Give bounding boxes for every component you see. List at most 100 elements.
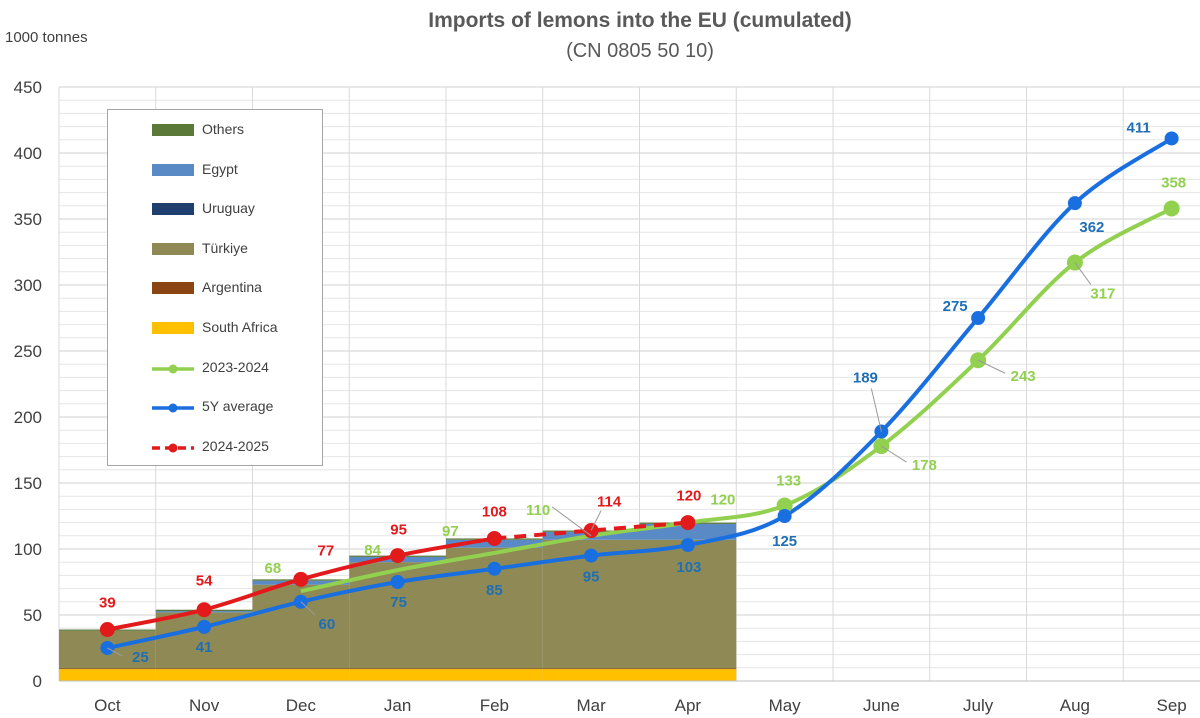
y-tick-label: 450 [14,78,42,97]
data-label-avg5y-oct: 25 [132,649,149,666]
point-2023-2024-may [776,497,793,514]
legend-item-y2023_2024: 2023-2024 [108,358,322,378]
legend-item-avg5y: 5Y average [108,397,322,417]
y-tick-label: 350 [14,210,42,229]
data-label-y2023_2024-apr: 120 [710,492,735,509]
y-tick-label: 300 [14,276,42,295]
y-tick-label: 250 [14,342,42,361]
data-label-avg5y-july: 275 [943,298,968,315]
legend-item-turkiye: Türkiye [108,239,322,259]
data-label-y2024_2025-dec: 77 [318,542,335,559]
legend-label-others: Others [202,121,245,137]
y-tick-label: 50 [23,606,42,625]
point-5y-average-feb [487,561,502,576]
y-axis-unit-label: 1000 tonnes [5,29,88,46]
data-label-avg5y-mar: 95 [583,569,600,586]
bar-segment-turkiye-apr [639,539,737,669]
point-2023-2024-sep [1163,200,1180,217]
point-5y-average-may [777,509,792,523]
x-tick-label: July [963,696,994,715]
bar-segment-south_africa-apr [639,669,737,681]
x-tick-label: Sep [1157,696,1187,715]
point-5y-average-aug [1067,196,1082,211]
y-tick-label: 200 [14,408,42,427]
point-5y-average-mar [584,548,599,563]
data-label-avg5y-may: 125 [772,533,797,550]
legend-label-y2024_2025: 2024-2025 [202,437,269,454]
point-2024-2025-apr [680,515,696,531]
bar-segment-argentina-apr [639,668,737,670]
legend-swatch-argentina [152,282,194,295]
chart-legend: Others Egypt Uruguay Türkiye Argentina South … [107,109,323,466]
data-label-avg5y-jan: 75 [390,594,407,611]
legend-item-others: Others [108,120,322,140]
legend-swatch-uruguay [152,203,194,216]
data-label-avg5y-nov: 41 [196,639,213,656]
legend-swatch-avg5y [152,401,194,413]
label-leader-line [107,647,123,657]
legend-label-egypt: Egypt [202,160,238,177]
legend-item-argentina: Argentina [108,278,322,298]
bar-segment-argentina-oct [59,668,156,670]
point-5y-average-nov [197,619,212,634]
line-2023-2024 [300,206,1173,594]
data-label-y2023_2024-jan: 84 [364,542,381,559]
legend-item-uruguay: Uruguay [108,199,322,219]
point-2024-2025-dec [293,571,309,587]
data-label-y2023_2024-mar: 110 [526,502,550,519]
data-label-y2024_2025-nov: 54 [196,573,213,590]
x-tick-label: Dec [286,696,317,715]
legend-swatch-egypt [152,163,194,176]
data-label-y2023_2024-dec: 68 [265,560,282,577]
bar-segment-argentina-nov [155,668,253,670]
legend-label-y2023_2024: 2023-2024 [202,358,269,375]
data-label-y2024_2025-jan: 95 [390,522,407,539]
bar-segment-south_africa-jan [349,669,446,681]
legend-item-egypt: Egypt [108,160,322,180]
bar-segment-south_africa-mar [542,669,640,681]
label-leader-line [977,359,1006,374]
point-2024-2025-feb [486,530,502,546]
label-leader-line [870,388,882,432]
x-tick-label: Oct [94,696,121,715]
legend-label-turkiye: Türkiye [202,239,248,256]
data-label-avg5y-sep: 411 [1127,119,1151,136]
legend-item-y2024_2025: 2024-2025 [108,437,322,457]
data-label-y2023_2024-july: 243 [1011,368,1036,385]
legend-swatch-y2023_2024 [152,362,194,374]
bar-segment-south_africa-feb [446,669,543,681]
legend-label-uruguay: Uruguay [202,200,255,217]
bar-segment-argentina-feb [446,668,543,670]
point-5y-average-july [971,311,986,325]
label-leader-line [300,601,316,616]
line-2024-2025-dashed [494,520,689,541]
legend-swatch-others [152,124,194,136]
bar-segment-argentina-dec [252,668,350,670]
data-label-y2023_2024-may: 133 [776,472,801,489]
data-label-avg5y-feb: 85 [486,582,503,599]
x-tick-label: Feb [480,696,509,715]
point-5y-average-jan [390,575,405,589]
bar-segment-argentina-mar [542,668,640,670]
data-label-y2024_2025-feb: 108 [482,503,507,520]
legend-swatch-south_africa [152,322,194,334]
label-leader-line [590,510,602,531]
bar-segment-south_africa-dec [252,669,350,681]
y-tick-label: 150 [14,474,42,493]
data-label-y2023_2024-june: 178 [912,457,937,474]
x-tick-label: Jan [384,696,411,715]
bar-segment-south_africa-oct [59,669,156,681]
legend-swatch-turkiye [152,242,194,255]
x-tick-label: May [769,696,802,715]
legend-swatch-y2024_2025 [152,441,194,453]
x-tick-label: Aug [1060,696,1090,715]
label-leader-line [551,506,592,537]
legend-label-argentina: Argentina [202,279,262,296]
x-tick-label: Apr [675,696,702,715]
point-5y-average-sep [1164,131,1179,146]
data-label-y2024_2025-mar: 114 [597,494,622,511]
bar-segment-south_africa-nov [155,669,253,681]
data-label-y2023_2024-feb: 97 [442,523,459,540]
data-label-y2023_2024-sep: 358 [1161,174,1186,191]
